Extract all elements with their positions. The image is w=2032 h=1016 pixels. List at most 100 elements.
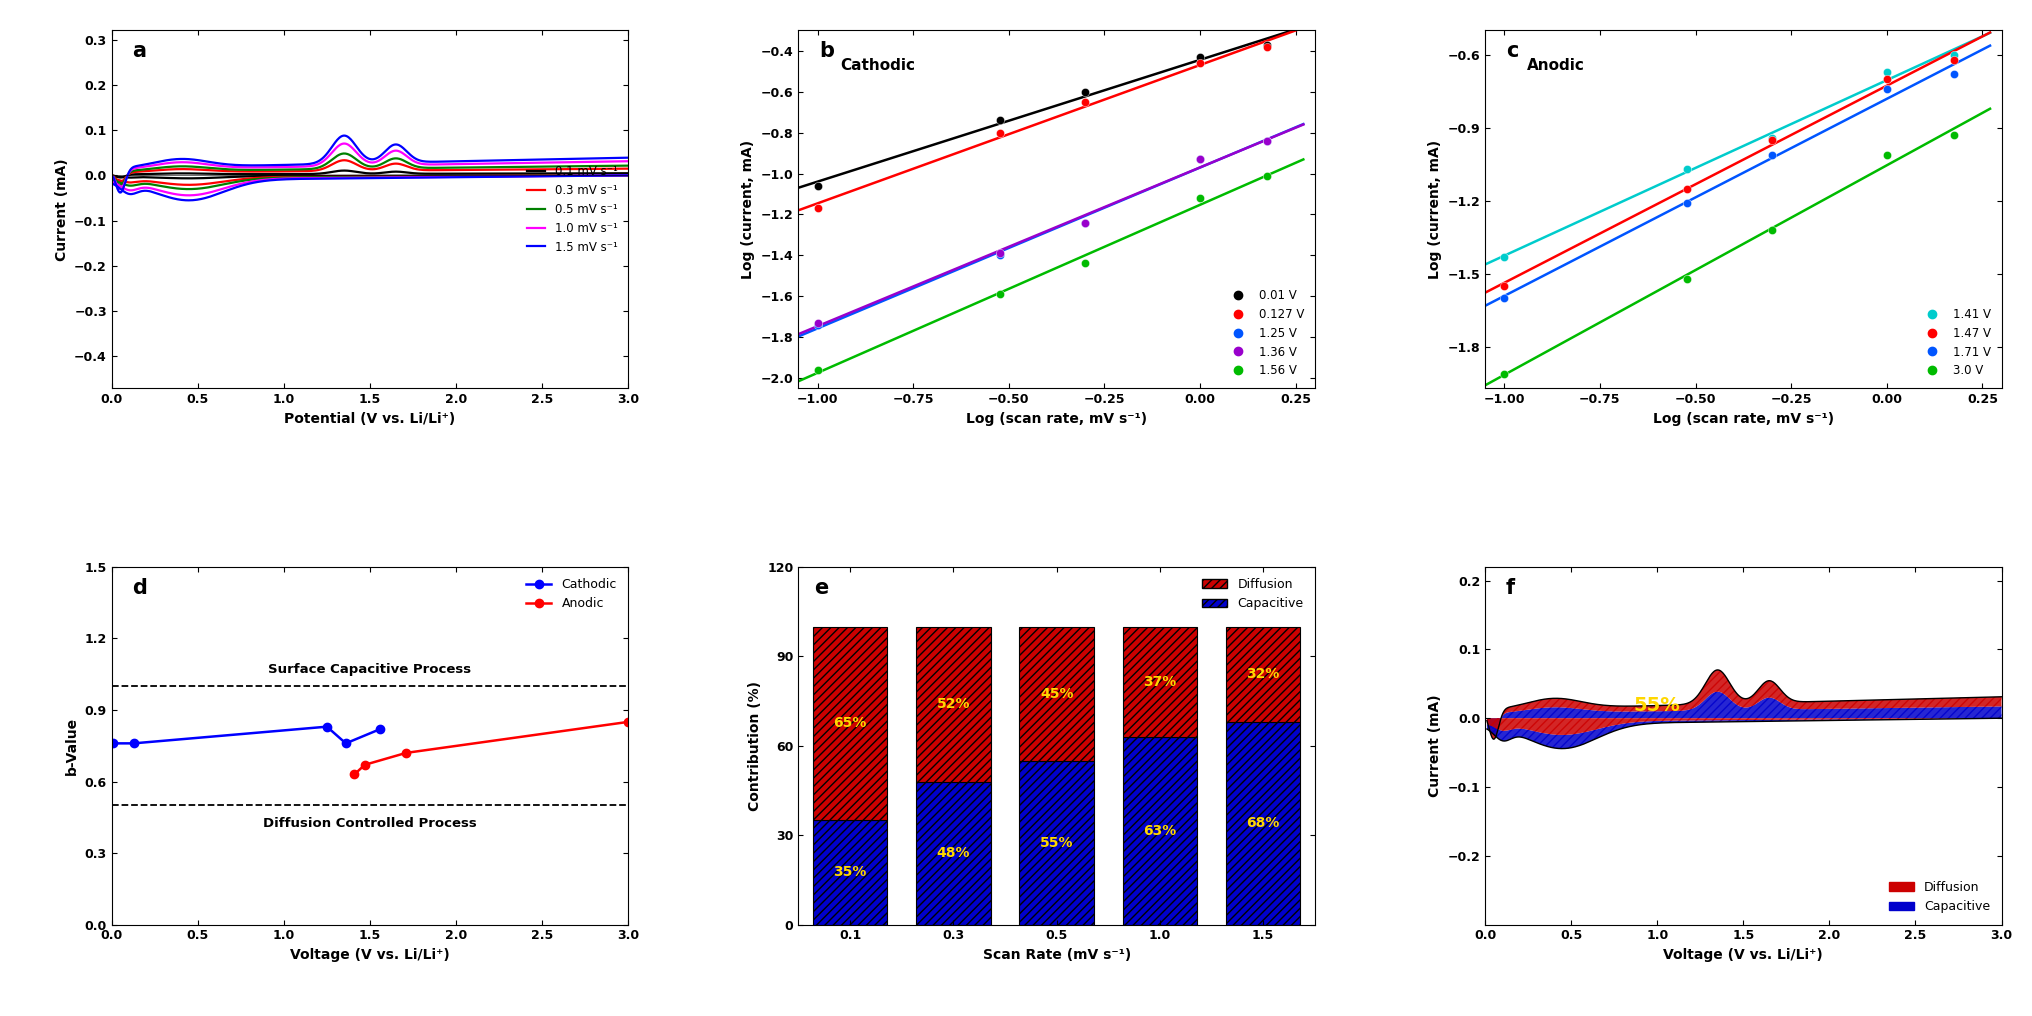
Point (1939, 66, 1971, 82)
0.3 mV s⁻¹ (347, 161, 372, 173)
Point (1670, 195, 1703, 211)
Line: 0.1 mV s⁻¹: 0.1 mV s⁻¹ (114, 171, 628, 178)
Point (1252, 39, 1284, 55)
X-axis label: Voltage (V vs. Li/Li⁺): Voltage (V vs. Li/Li⁺) (1664, 948, 1823, 962)
X-axis label: Voltage (V vs. Li/Li⁺): Voltage (V vs. Li/Li⁺) (291, 948, 449, 962)
0.3 mV s⁻¹ (102, 170, 126, 182)
0.1 mV s⁻¹ (108, 172, 132, 184)
Text: Anodic: Anodic (1526, 58, 1585, 73)
Bar (1225, 627, 1300, 722)
Text: b: b (819, 42, 833, 61)
0.1 mV s⁻¹ (347, 167, 372, 179)
Point (1670, 161, 1703, 177)
1.5 mV s⁻¹ (347, 145, 372, 157)
Bar (1020, 761, 1093, 925)
Cathodic (315, 720, 339, 733)
0.5 mV s⁻¹ (352, 157, 376, 170)
Point (983, 247, 1016, 263)
Line: 0.5 mV s⁻¹: 0.5 mV s⁻¹ (114, 153, 628, 185)
0.3 mV s⁻¹ (410, 164, 435, 176)
X-axis label: Potential (V vs. Li/Li⁺): Potential (V vs. Li/Li⁺) (284, 411, 455, 426)
0.5 mV s⁻¹ (524, 161, 549, 173)
1.5 mV s⁻¹ (616, 151, 640, 164)
Point (1487, 290, 1520, 306)
1.5 mV s⁻¹ (108, 187, 132, 199)
Text: 32%: 32% (1246, 668, 1280, 681)
Line: 0.3 mV s⁻¹: 0.3 mV s⁻¹ (114, 161, 628, 182)
Point (1069, 255, 1101, 271)
Legend: 0.1 mV s⁻¹, 0.3 mV s⁻¹, 0.5 mV s⁻¹, 1.0 mV s⁻¹, 1.5 mV s⁻¹: 0.1 mV s⁻¹, 0.3 mV s⁻¹, 0.5 mV s⁻¹, 1.0 … (522, 161, 622, 258)
Text: Surface Capacitive Process: Surface Capacitive Process (268, 663, 471, 676)
Text: 37%: 37% (1144, 675, 1177, 689)
Text: f: f (1506, 578, 1516, 597)
0.3 mV s⁻¹ (333, 154, 358, 167)
Anodic (616, 716, 640, 728)
Text: 55%: 55% (1634, 696, 1680, 715)
Cathodic (368, 723, 392, 736)
0.1 mV s⁻¹ (524, 168, 549, 180)
Line: Anodic: Anodic (350, 717, 632, 778)
Anodic (341, 768, 366, 780)
Bar (813, 820, 888, 925)
Text: 48%: 48% (937, 846, 969, 860)
0.5 mV s⁻¹ (108, 179, 132, 191)
Point (1756, 146, 1788, 163)
0.3 mV s⁻¹ (382, 157, 406, 170)
Point (1185, 49, 1217, 65)
0.3 mV s⁻¹ (606, 163, 630, 175)
Anodic (394, 747, 419, 759)
1.0 mV s⁻¹ (382, 144, 406, 156)
Point (1871, 80, 1904, 97)
Point (1871, 64, 1904, 80)
1.5 mV s⁻¹ (606, 151, 630, 164)
1.0 mV s⁻¹ (410, 157, 435, 170)
Y-axis label: Log (current, mA): Log (current, mA) (1428, 140, 1443, 278)
Legend: Cathodic, Anodic: Cathodic, Anodic (522, 573, 622, 616)
Point (801, 362, 833, 378)
Bar (1124, 627, 1197, 737)
Text: 63%: 63% (1144, 824, 1177, 837)
0.3 mV s⁻¹ (524, 164, 549, 176)
Point (1252, 168, 1284, 184)
Y-axis label: Log (current, mA): Log (current, mA) (742, 140, 756, 278)
Text: a: a (132, 42, 146, 61)
Point (1670, 181, 1703, 197)
Point (801, 178, 833, 194)
Point (801, 317, 833, 333)
Point (1487, 277, 1520, 294)
Text: 45%: 45% (1040, 687, 1073, 701)
Line: Cathodic: Cathodic (110, 722, 384, 748)
Bar (1020, 627, 1093, 761)
Text: 52%: 52% (937, 697, 969, 711)
Legend: 1.41 V, 1.47 V, 1.71 V, 3.0 V: 1.41 V, 1.47 V, 1.71 V, 3.0 V (1914, 303, 1995, 382)
Point (1871, 71, 1904, 87)
Bar (916, 781, 990, 925)
1.5 mV s⁻¹ (333, 129, 358, 141)
Point (1185, 151, 1217, 168)
Point (1939, 127, 1971, 143)
0.1 mV s⁻¹ (410, 168, 435, 180)
X-axis label: Scan Rate (mV s⁻¹): Scan Rate (mV s⁻¹) (983, 948, 1130, 962)
1.0 mV s⁻¹ (606, 155, 630, 168)
Point (983, 285, 1016, 302)
1.5 mV s⁻¹ (524, 153, 549, 166)
0.1 mV s⁻¹ (616, 167, 640, 179)
Point (1185, 151, 1217, 168)
Point (1756, 132, 1788, 148)
Point (1939, 47, 1971, 63)
Legend: 0.01 V, 0.127 V, 1.25 V, 1.36 V, 1.56 V: 0.01 V, 0.127 V, 1.25 V, 1.36 V, 1.56 V (1221, 284, 1309, 382)
Point (1252, 37, 1284, 53)
Legend: Diffusion, Capacitive: Diffusion, Capacitive (1197, 573, 1309, 616)
Text: 35%: 35% (833, 866, 868, 880)
0.3 mV s⁻¹ (352, 162, 376, 174)
Point (801, 200, 833, 216)
1.5 mV s⁻¹ (352, 148, 376, 161)
Text: e: e (815, 578, 829, 597)
Legend: Diffusion, Capacitive: Diffusion, Capacitive (1884, 876, 1995, 918)
Point (1670, 270, 1703, 287)
Bar (1124, 737, 1197, 925)
Point (1871, 146, 1904, 163)
1.0 mV s⁻¹ (108, 183, 132, 195)
Anodic (354, 759, 378, 771)
Point (801, 315, 833, 331)
